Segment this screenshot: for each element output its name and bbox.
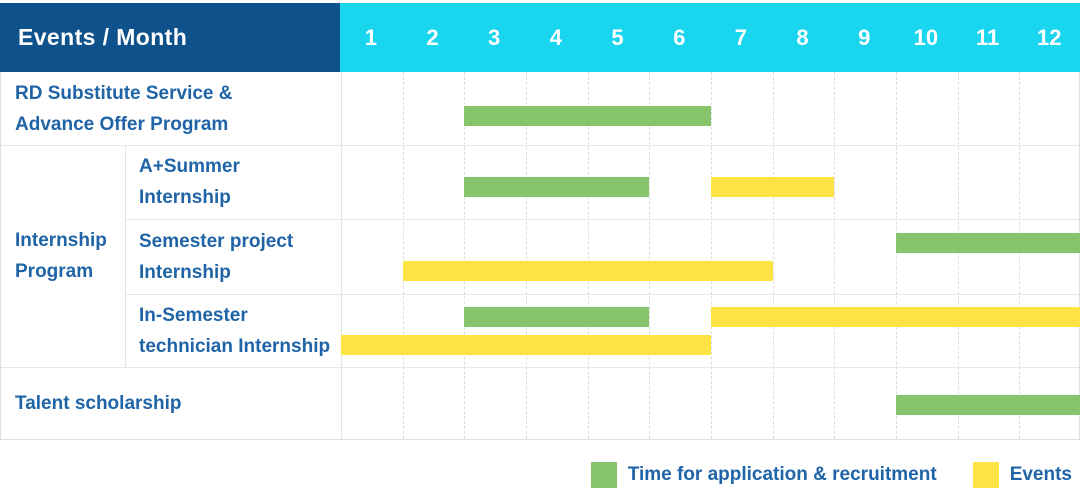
- month-label-1: 1: [364, 24, 377, 50]
- month-label-10: 10: [913, 24, 939, 50]
- row-label: A+Summer Internship: [125, 145, 341, 219]
- gantt-grid: Internship Program RD Substitute Service …: [0, 72, 1080, 440]
- month-label-7: 7: [734, 24, 747, 50]
- month-label-4: 4: [549, 24, 562, 50]
- month-label-2: 2: [426, 24, 439, 50]
- month-gridline: [896, 72, 897, 439]
- month-axis: 1 2 3 4 5 6 7 8 9 10 11 12: [340, 3, 1080, 72]
- legend-label-events: Events: [1009, 464, 1072, 485]
- events-bar: [402, 261, 773, 281]
- month-gridline: [1019, 72, 1021, 439]
- legend-item-recruitment: Time for application & recruitment: [590, 462, 937, 488]
- events-bar: [711, 177, 835, 197]
- month-gridline: [464, 72, 466, 439]
- month-gridline: [526, 72, 527, 439]
- month-label-11: 11: [975, 24, 1000, 50]
- month-gridline: [772, 72, 774, 439]
- month-label-9: 9: [858, 24, 871, 50]
- legend: Time for application & recruitment Events: [590, 461, 1072, 489]
- row-label: In-Semester technician Internship: [125, 294, 341, 367]
- month-label-5: 5: [611, 24, 624, 50]
- events-bar: [711, 307, 1080, 327]
- label-chart-divider: [341, 72, 342, 439]
- month-gridline: [711, 72, 712, 439]
- recruitment-bar: [464, 177, 650, 197]
- row-label: Semester project Internship: [125, 219, 341, 294]
- row-divider: [1, 145, 1079, 146]
- recruitment-bar: [896, 233, 1080, 253]
- month-label-8: 8: [796, 24, 809, 50]
- month-gridline: [649, 72, 651, 439]
- legend-item-events: Events: [972, 462, 1072, 488]
- events-month-header: Events / Month: [0, 3, 340, 72]
- events-bar: [341, 335, 711, 355]
- legend-label-recruitment: Time for application & recruitment: [627, 464, 937, 485]
- events-legend-swatch-icon: [972, 462, 999, 488]
- month-gridline: [957, 72, 959, 439]
- row-label: Talent scholarship: [15, 393, 182, 414]
- recruitment-bar: [896, 395, 1080, 415]
- month-gridline: [402, 72, 404, 439]
- row-divider: [125, 219, 1079, 220]
- month-gridline: [834, 72, 836, 439]
- month-gridline: [587, 72, 589, 439]
- row-label: RD Substitute Service & Advance Offer Pr…: [15, 82, 233, 135]
- group-cell-internship-program: Internship Program: [15, 230, 107, 282]
- recruitment-legend-swatch-icon: [590, 462, 617, 488]
- recruitment-bar: [464, 307, 650, 327]
- recruitment-bar: [464, 106, 711, 126]
- month-label-6: 6: [673, 24, 686, 50]
- month-label-3: 3: [488, 24, 501, 50]
- table-title: Events / Month: [18, 24, 188, 50]
- row-divider: [1, 367, 1079, 368]
- month-label-12: 12: [1036, 24, 1062, 50]
- row-divider: [125, 294, 1079, 295]
